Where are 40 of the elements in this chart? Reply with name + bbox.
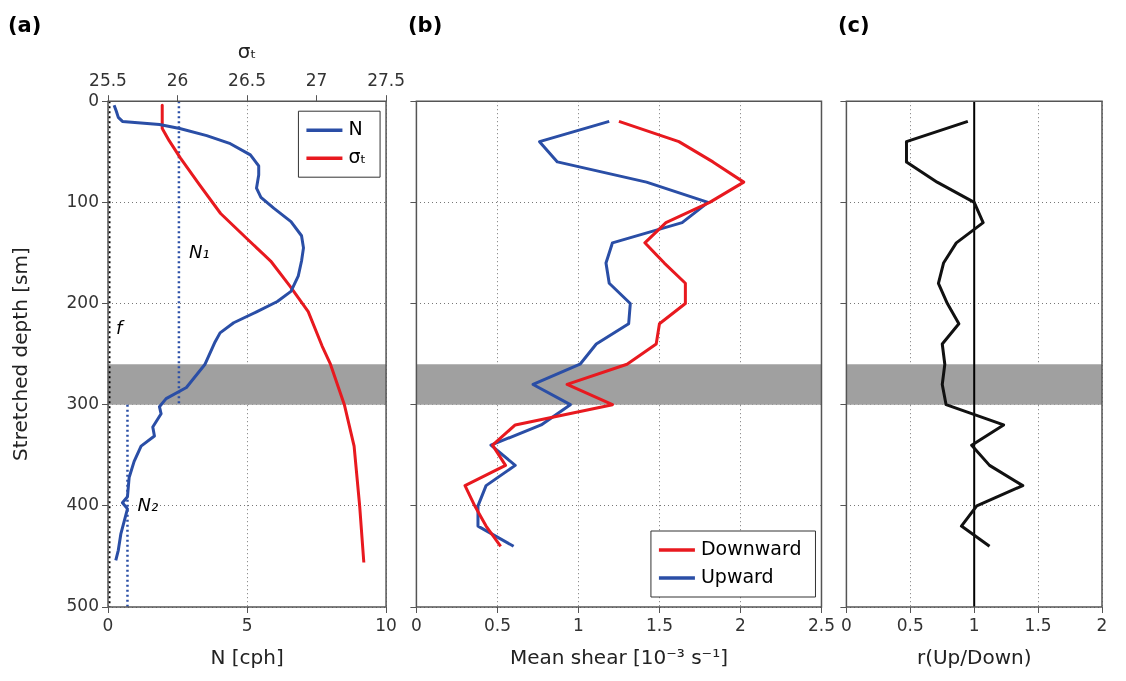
x-tick-label: 0	[840, 614, 852, 635]
y-tick-label: 0	[88, 89, 99, 110]
x-tick-label: 0.5	[896, 614, 924, 635]
y-tick-label: 400	[66, 494, 99, 515]
series-label: N₂	[137, 493, 159, 515]
series-label: N₁	[188, 240, 210, 262]
x-axis-title: Mean shear [10⁻³ s⁻¹]	[509, 645, 728, 670]
x-tick-label: 5	[241, 614, 253, 635]
x-tick-label: 2	[1096, 614, 1108, 635]
x-tick-label: 1	[573, 614, 584, 635]
x-tick-label: 0.5	[483, 614, 511, 635]
x-axis-title: N [cph]	[210, 645, 284, 670]
legend-label: N	[348, 117, 363, 140]
x-tick-label: 1.5	[1024, 614, 1052, 635]
chart-title: (c)	[838, 13, 870, 38]
y-tick-label: 200	[66, 291, 99, 312]
legend-label: Upward	[700, 564, 774, 587]
legend-label: Downward	[700, 536, 802, 559]
x-tick-label: 1	[968, 614, 980, 635]
x-tick-label: 2	[735, 614, 746, 635]
ref-line-label: f	[116, 317, 125, 339]
x-tick-label: 2.5	[807, 614, 836, 635]
chart-title: (b)	[408, 13, 443, 38]
y-tick-label: 500	[66, 595, 99, 616]
x2-axis-title: σₜ	[237, 39, 257, 64]
x-axis-title: r(Up/Down)	[916, 645, 1032, 670]
legend-label: σₜ	[348, 145, 367, 168]
x2-tick-label: 27.5	[367, 70, 405, 91]
x-tick-label: 0	[102, 614, 114, 635]
x2-tick-label: 26.5	[228, 70, 266, 91]
x2-tick-label: 27	[305, 70, 328, 91]
x2-tick-label: 25.5	[89, 70, 127, 91]
x-tick-label: 1.5	[645, 614, 673, 635]
x-tick-label: 0	[410, 614, 422, 635]
x-tick-label: 10	[375, 614, 397, 635]
y-axis-title: Stretched depth [sm]	[8, 247, 33, 461]
x2-tick-label: 26	[166, 70, 189, 91]
y-tick-label: 100	[66, 190, 99, 211]
y-tick-label: 300	[66, 393, 99, 414]
chart-title: (a)	[8, 13, 42, 38]
